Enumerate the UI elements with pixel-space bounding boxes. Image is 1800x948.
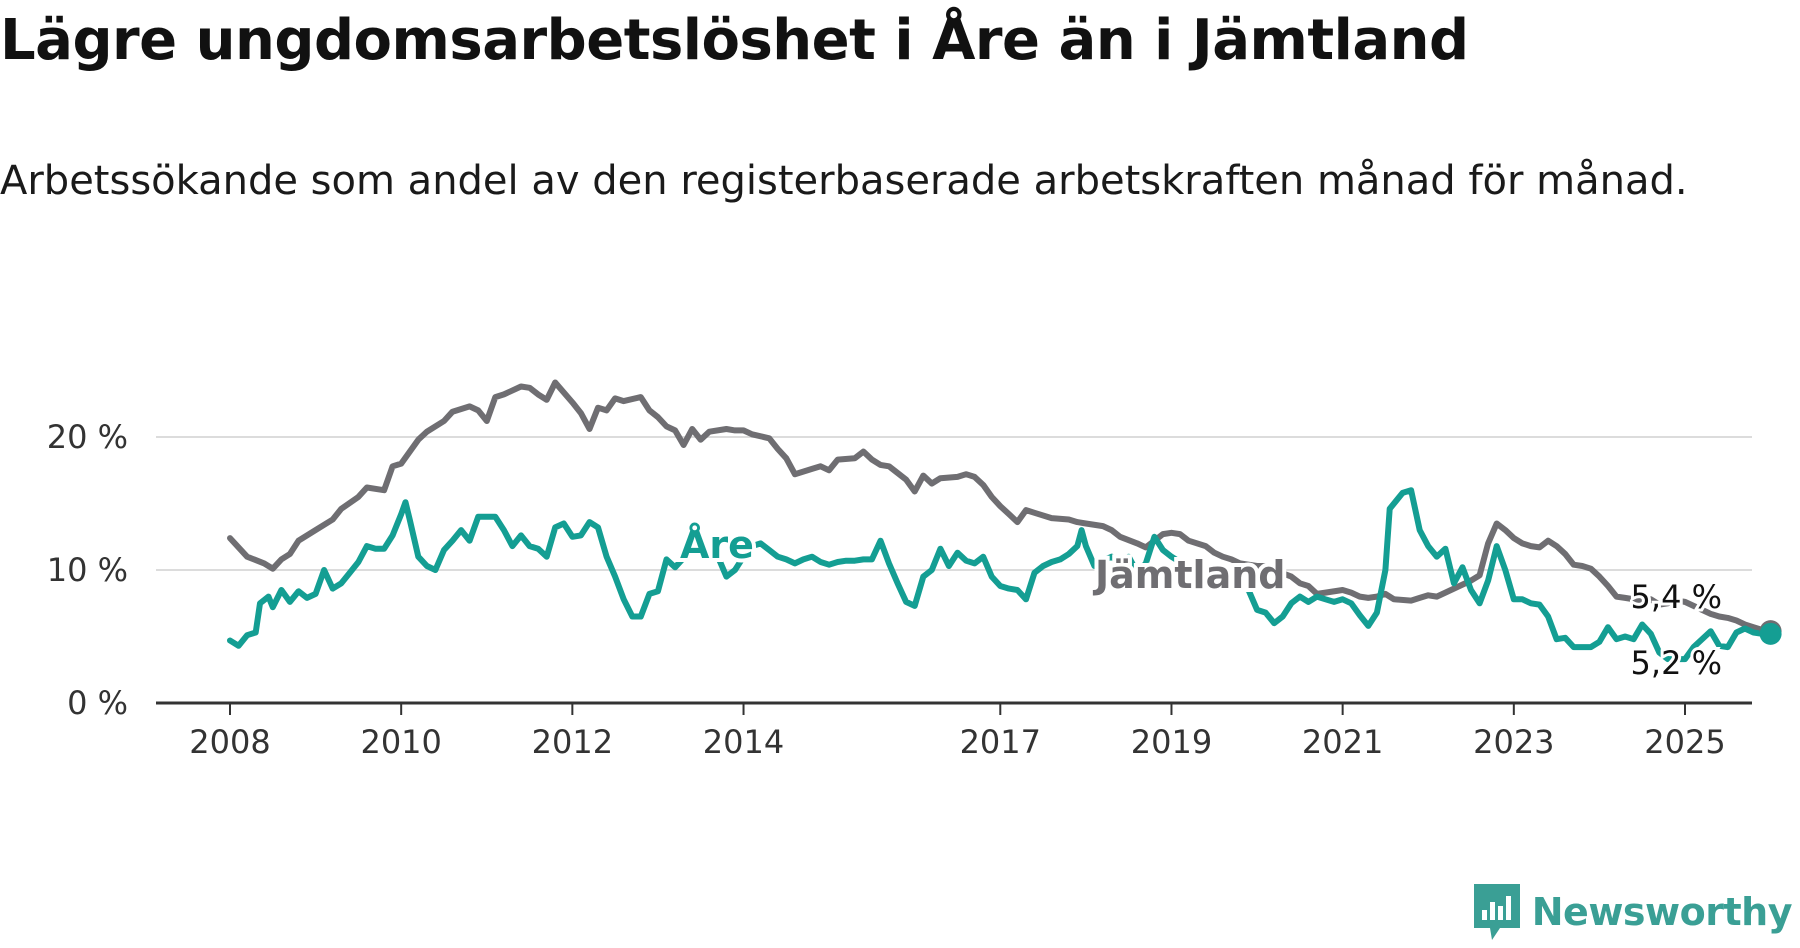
newsworthy-logo: Newsworthy [1472, 882, 1793, 942]
y-tick-label: 0 % [67, 684, 128, 722]
x-tick-label: 2023 [1473, 723, 1554, 761]
y-tick-label: 10 % [47, 551, 128, 589]
series-label-jamtland: Jämtland [1092, 553, 1285, 597]
x-tick-label: 2008 [189, 723, 270, 761]
end-label-jamtland: 5,4 % [1631, 578, 1722, 616]
end-point-are [1759, 622, 1782, 645]
chart-subtitle: Arbetssökande som andel av den registerb… [0, 158, 1688, 204]
series-line-jamtland [227, 379, 1774, 635]
x-tick-label: 2014 [703, 723, 784, 761]
x-tick-label: 2012 [532, 723, 613, 761]
x-tick-label: 2017 [960, 723, 1041, 761]
series-labels: Åre Jämtland 5,4 % 5,2 % [676, 519, 1725, 685]
line-chart: 0 % 10 % 20 % 2008 2010 2012 2014 2017 2019 2021… [47, 379, 1782, 761]
x-tick-label: 2025 [1644, 723, 1725, 761]
x-tick-label: 2021 [1302, 723, 1383, 761]
series-label-are: Åre [680, 523, 754, 567]
series-line-are [227, 487, 1774, 663]
x-tick-label: 2010 [360, 723, 441, 761]
series-lines [227, 379, 1782, 663]
chart-title: Lägre ungdomsarbetslöshet i Åre än i Jäm… [0, 8, 1469, 73]
x-tick-label: 2019 [1131, 723, 1212, 761]
gridlines: 0 % 10 % 20 % [47, 418, 1752, 722]
brand-name: Newsworthy [1531, 890, 1793, 934]
x-axis: 2008 2010 2012 2014 2017 2019 2021 2023 2025 [156, 701, 1752, 761]
end-label-are: 5,2 % [1631, 644, 1722, 682]
y-tick-label: 20 % [47, 418, 128, 456]
newsworthy-logo-icon [1473, 884, 1520, 940]
